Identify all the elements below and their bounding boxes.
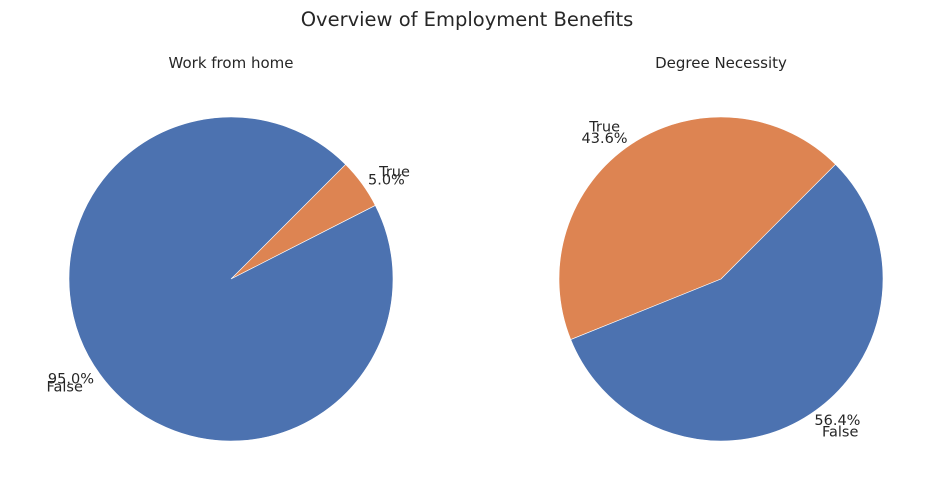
figure-title: Overview of Employment Benefits — [301, 8, 634, 31]
pie-slice-degree-necessity-true — [558, 116, 836, 340]
slice-label-work-from-home-true: True — [378, 164, 410, 180]
slice-label-work-from-home-false: False — [46, 380, 82, 396]
pie-slice-work-from-home-false — [68, 116, 394, 442]
chart-title-work-from-home: Work from home — [169, 54, 294, 72]
slice-label-degree-necessity-true: True — [588, 119, 620, 135]
chart-title-degree-necessity: Degree Necessity — [655, 54, 787, 72]
pie-slice-degree-necessity-false — [570, 164, 884, 442]
pct-label-work-from-home-false: 95.0% — [48, 372, 94, 388]
pct-label-degree-necessity-true: 43.6% — [582, 131, 628, 147]
pct-label-degree-necessity-false: 56.4% — [814, 413, 860, 429]
slice-label-degree-necessity-false: False — [822, 425, 858, 441]
pct-label-work-from-home-true: 5.0% — [368, 173, 405, 189]
